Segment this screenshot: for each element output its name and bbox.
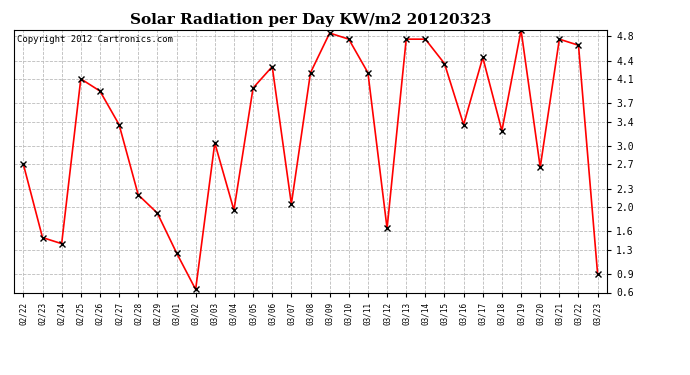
Text: Copyright 2012 Cartronics.com: Copyright 2012 Cartronics.com xyxy=(17,35,172,44)
Title: Solar Radiation per Day KW/m2 20120323: Solar Radiation per Day KW/m2 20120323 xyxy=(130,13,491,27)
